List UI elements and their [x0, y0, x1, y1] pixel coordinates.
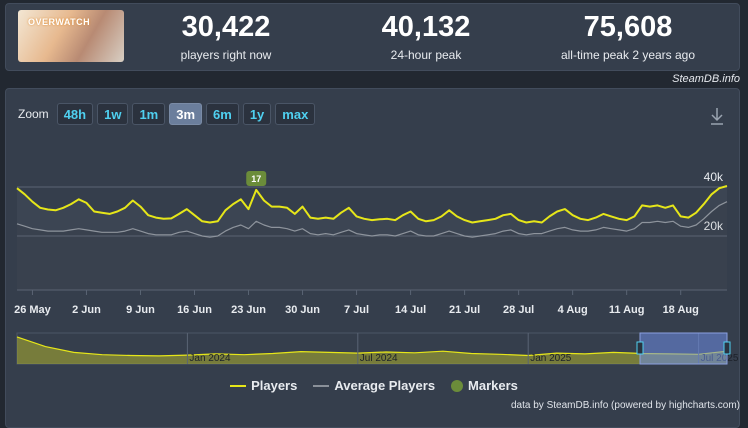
navigator-area: [17, 336, 727, 364]
zoom-button[interactable]: 6m: [206, 103, 239, 125]
x-tick-label: 2 Jun: [72, 304, 101, 316]
stat: 75,608 all-time peak 2 years ago: [528, 10, 728, 62]
stat-label: all-time peak 2 years ago: [560, 48, 696, 62]
stat: 40,132 24-hour peak: [326, 10, 526, 62]
x-tick-label: 11 Aug: [609, 304, 645, 316]
x-tick-label: 28 Jul: [503, 304, 534, 316]
legend-label: Average Players: [334, 378, 436, 393]
x-tick-label: 14 Jul: [395, 304, 426, 316]
legend-marker: [451, 379, 464, 392]
x-tick-label: 26 May: [14, 304, 52, 316]
stats-panel: OVERWATCH 30,422 players right now 40,132…: [5, 3, 740, 71]
zoom-button[interactable]: 1w: [97, 103, 129, 125]
game-thumbnail: OVERWATCH: [18, 10, 124, 62]
legend-item[interactable]: Markers: [451, 378, 518, 393]
download-icon[interactable]: [711, 108, 723, 125]
zoom-label: Zoom: [18, 107, 49, 121]
zoom-bar: Zoom 48h 1w 1m 3m 6m 1y max: [18, 103, 316, 125]
legend-item[interactable]: Players: [230, 378, 297, 393]
navigator-tick-label: Jan 2024: [189, 353, 231, 364]
y-tick-label: 20k: [704, 219, 724, 233]
zoom-button[interactable]: 3m: [169, 103, 203, 125]
stat: 30,422 players right now: [126, 10, 326, 62]
x-tick-label: 23 Jun: [231, 304, 266, 316]
zoom-button[interactable]: 48h: [56, 103, 94, 125]
navigator-handle[interactable]: [723, 341, 731, 355]
series-line: [16, 185, 728, 224]
navigator-line: [16, 336, 728, 357]
plot-area: [17, 138, 727, 290]
game-logo: OVERWATCH: [28, 17, 91, 27]
marker-label: 17: [251, 174, 261, 184]
series-area: [17, 201, 727, 290]
navigator-tick-label: Jul 2024: [360, 353, 398, 364]
navigator-window: [639, 332, 728, 365]
series-area: [17, 186, 727, 290]
credit[interactable]: SteamDB.info: [672, 73, 740, 85]
legend-line: [230, 384, 247, 387]
legend-label: Players: [251, 378, 298, 393]
x-tick-label: 7 Jul: [344, 304, 369, 316]
stat-label: players right now: [180, 48, 272, 62]
x-tick-label: 4 Aug: [558, 304, 588, 316]
x-tick-label: 16 Jun: [177, 304, 212, 316]
stat-value: 40,132: [381, 11, 471, 43]
legend-item[interactable]: Average Players: [313, 378, 435, 393]
zoom-button[interactable]: max: [275, 103, 316, 125]
zoom-button[interactable]: 1m: [132, 103, 166, 125]
legend: Players Average Players Markers: [0, 378, 748, 393]
navigator-bg: [16, 332, 728, 365]
navigator-tick-label: Jan 2025: [530, 353, 572, 364]
legend-label: Markers: [468, 378, 518, 393]
series-line: [16, 201, 728, 238]
x-tick-label: 21 Jul: [449, 304, 480, 316]
footer-credit: data by SteamDB.info (powered by highcha…: [511, 400, 740, 411]
navigator-handle[interactable]: [636, 341, 644, 355]
legend-line: [313, 384, 330, 387]
zoom-button[interactable]: 1y: [242, 103, 272, 125]
x-tick-label: 30 Jun: [285, 304, 320, 316]
x-tick-label: 9 Jun: [126, 304, 155, 316]
stat-value: 30,422: [181, 11, 271, 43]
x-tick-label: 18 Aug: [663, 304, 699, 316]
stat-value: 75,608: [583, 11, 673, 43]
stat-label: 24-hour peak: [390, 48, 462, 62]
y-tick-label: 40k: [704, 170, 724, 184]
marker-flag: [246, 171, 267, 186]
